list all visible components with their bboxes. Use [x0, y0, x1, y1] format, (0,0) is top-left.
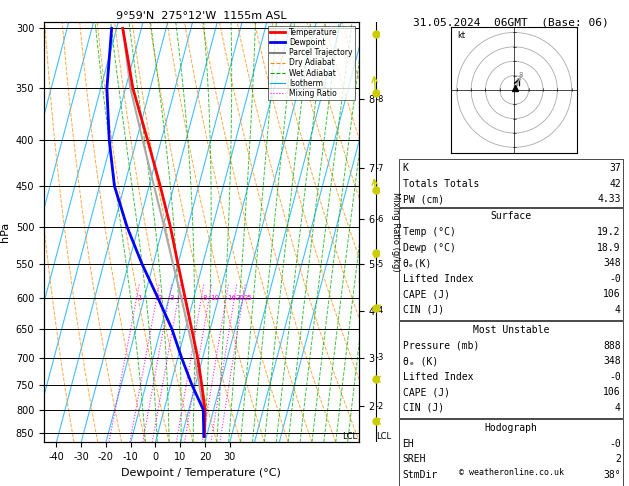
Text: © weatheronline.co.uk: © weatheronline.co.uk	[459, 468, 564, 477]
Text: 2: 2	[157, 295, 162, 301]
Text: 4: 4	[179, 295, 184, 301]
Text: 18.9: 18.9	[598, 243, 621, 253]
Text: -7: -7	[376, 164, 384, 173]
Text: Lifted Index: Lifted Index	[403, 372, 473, 382]
Text: CAPE (J): CAPE (J)	[403, 289, 450, 299]
Y-axis label: Mixing Ratio (g/kg): Mixing Ratio (g/kg)	[391, 192, 400, 272]
Text: kt: kt	[457, 31, 465, 40]
Text: 38°: 38°	[603, 470, 621, 480]
Text: 31.05.2024  06GMT  (Base: 06): 31.05.2024 06GMT (Base: 06)	[413, 17, 609, 27]
Text: Most Unstable: Most Unstable	[473, 325, 549, 335]
Text: SREH: SREH	[403, 454, 426, 465]
Text: EH: EH	[403, 439, 415, 449]
Text: Totals Totals: Totals Totals	[403, 179, 479, 189]
Text: PW (cm): PW (cm)	[403, 194, 443, 205]
Text: Lifted Index: Lifted Index	[403, 274, 473, 284]
Text: 20: 20	[235, 295, 244, 301]
Text: Hodograph: Hodograph	[484, 423, 538, 434]
Text: 10: 10	[210, 295, 219, 301]
Text: 2: 2	[615, 454, 621, 465]
Text: -6: -6	[376, 215, 384, 224]
Text: -0: -0	[609, 372, 621, 382]
Text: 4: 4	[615, 305, 621, 315]
Text: 16: 16	[227, 295, 236, 301]
Text: 4: 4	[514, 82, 518, 88]
Text: 19.2: 19.2	[598, 227, 621, 237]
Text: 888: 888	[603, 341, 621, 351]
Text: 6: 6	[516, 78, 520, 84]
Text: 25: 25	[243, 295, 252, 301]
Text: 8: 8	[518, 72, 523, 78]
Y-axis label: hPa: hPa	[0, 222, 10, 242]
Text: 42: 42	[609, 179, 621, 189]
Text: 1: 1	[137, 295, 142, 301]
Text: θₑ(K): θₑ(K)	[403, 258, 432, 268]
Text: LCL: LCL	[376, 432, 391, 441]
Text: Pressure (mb): Pressure (mb)	[403, 341, 479, 351]
Text: -4: -4	[376, 306, 384, 315]
Text: CIN (J): CIN (J)	[403, 403, 443, 413]
Text: -8: -8	[376, 95, 384, 104]
Text: -2: -2	[376, 402, 384, 411]
Text: 2: 2	[512, 85, 516, 91]
Text: 348: 348	[603, 356, 621, 366]
Text: 106: 106	[603, 289, 621, 299]
Legend: Temperature, Dewpoint, Parcel Trajectory, Dry Adiabat, Wet Adiabat, Isotherm, Mi: Temperature, Dewpoint, Parcel Trajectory…	[267, 26, 355, 100]
Text: Surface: Surface	[491, 211, 532, 222]
Text: 4.33: 4.33	[598, 194, 621, 205]
Text: CIN (J): CIN (J)	[403, 305, 443, 315]
Text: 37: 37	[609, 163, 621, 174]
Text: Dewp (°C): Dewp (°C)	[403, 243, 455, 253]
Text: CAPE (J): CAPE (J)	[403, 387, 450, 398]
Text: 3: 3	[170, 295, 174, 301]
Text: LCL: LCL	[342, 432, 357, 441]
Text: 8: 8	[202, 295, 206, 301]
X-axis label: Dewpoint / Temperature (°C): Dewpoint / Temperature (°C)	[121, 468, 281, 478]
Text: -5: -5	[376, 260, 384, 268]
Text: 4: 4	[615, 403, 621, 413]
Title: 9°59'N  275°12'W  1155m ASL: 9°59'N 275°12'W 1155m ASL	[116, 11, 287, 21]
Text: StmDir: StmDir	[403, 470, 438, 480]
Text: Temp (°C): Temp (°C)	[403, 227, 455, 237]
Text: K: K	[403, 163, 408, 174]
Text: -0: -0	[609, 274, 621, 284]
Text: 348: 348	[603, 258, 621, 268]
Text: θₑ (K): θₑ (K)	[403, 356, 438, 366]
Text: -0: -0	[609, 439, 621, 449]
Text: 106: 106	[603, 387, 621, 398]
Text: -3: -3	[376, 353, 384, 362]
